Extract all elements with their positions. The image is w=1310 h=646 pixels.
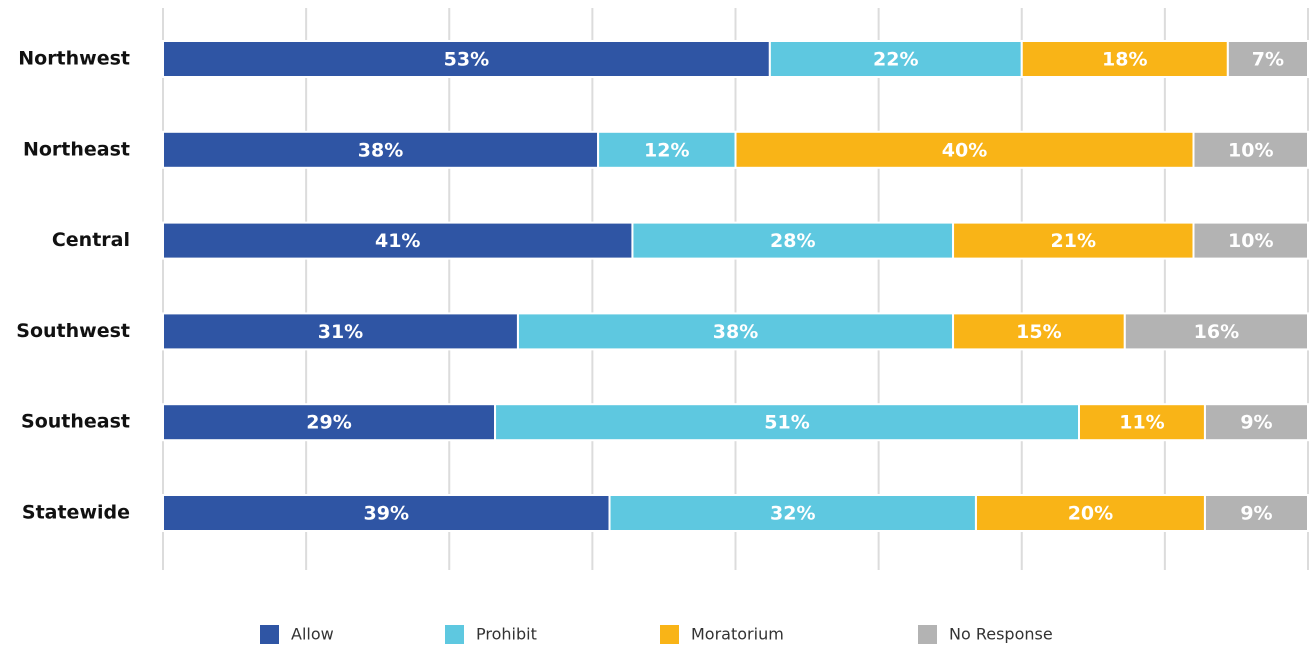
data-label: 41% [375, 230, 420, 252]
bar-segment [1226, 40, 1309, 78]
data-label: 21% [1051, 230, 1096, 252]
data-label: 9% [1240, 503, 1272, 525]
bar-segment [1203, 403, 1309, 442]
legend-swatch [445, 625, 464, 644]
bar-segment [974, 494, 1206, 532]
data-label: 22% [873, 49, 918, 71]
bar-segment [494, 403, 1080, 442]
bar-segment [162, 403, 497, 442]
data-label: 12% [644, 139, 689, 161]
bar-segment [1123, 312, 1310, 351]
legend-label: Prohibit [476, 625, 537, 644]
data-label: 53% [444, 49, 489, 71]
data-label: 38% [713, 321, 758, 343]
data-label: 28% [770, 230, 815, 252]
category-label: Central [52, 229, 130, 251]
bar-segment [1203, 494, 1309, 532]
bar-segment [734, 130, 1195, 169]
data-label: 20% [1068, 503, 1113, 525]
category-label: Southwest [16, 320, 130, 342]
legend-label: Moratorium [691, 625, 784, 644]
category-label: Statewide [22, 502, 130, 524]
bar-segment [1020, 40, 1229, 78]
bar-segment [162, 221, 634, 260]
data-label: 11% [1119, 412, 1164, 434]
legend-label: No Response [949, 625, 1053, 644]
data-label: 32% [770, 503, 815, 525]
bar-segment [597, 130, 737, 169]
data-label: 10% [1228, 230, 1273, 252]
bar-segment [162, 130, 600, 169]
bar-segment [768, 40, 1023, 78]
data-label: 38% [358, 139, 403, 161]
legend-swatch [260, 625, 279, 644]
data-label: 40% [942, 139, 987, 161]
data-label: 9% [1240, 412, 1272, 434]
data-label: 7% [1252, 49, 1284, 71]
bar-segment [162, 494, 611, 532]
bar-segment [1192, 221, 1309, 260]
bar-segment [608, 494, 977, 532]
data-label: 29% [306, 412, 351, 434]
category-label: Northeast [23, 138, 130, 160]
category-label: Northwest [18, 48, 130, 70]
bar-segment [952, 221, 1195, 260]
bar-segment [1192, 130, 1309, 169]
bar-segment [952, 312, 1126, 351]
legend-label: Allow [291, 625, 334, 644]
data-label: 16% [1194, 321, 1239, 343]
data-label: 31% [318, 321, 363, 343]
data-label: 39% [364, 503, 409, 525]
category-label: Southeast [21, 411, 130, 433]
legend-swatch [660, 625, 679, 644]
bar-segment [631, 221, 955, 260]
data-label: 18% [1102, 49, 1147, 71]
data-label: 51% [764, 412, 809, 434]
bar-segment [162, 312, 519, 351]
data-label: 10% [1228, 139, 1273, 161]
data-label: 15% [1016, 321, 1061, 343]
legend-swatch [918, 625, 937, 644]
